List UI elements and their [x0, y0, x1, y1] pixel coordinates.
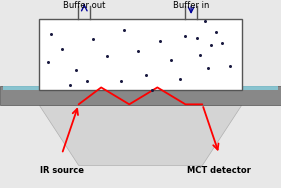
Bar — [0, 86, 281, 105]
Text: Buffer out: Buffer out — [63, 1, 105, 10]
Bar — [3, 86, 278, 90]
Text: IR source: IR source — [40, 166, 84, 175]
Text: Buffer in: Buffer in — [173, 1, 209, 10]
Bar — [39, 19, 242, 90]
Text: MCT detector: MCT detector — [187, 166, 251, 175]
Polygon shape — [39, 105, 242, 165]
